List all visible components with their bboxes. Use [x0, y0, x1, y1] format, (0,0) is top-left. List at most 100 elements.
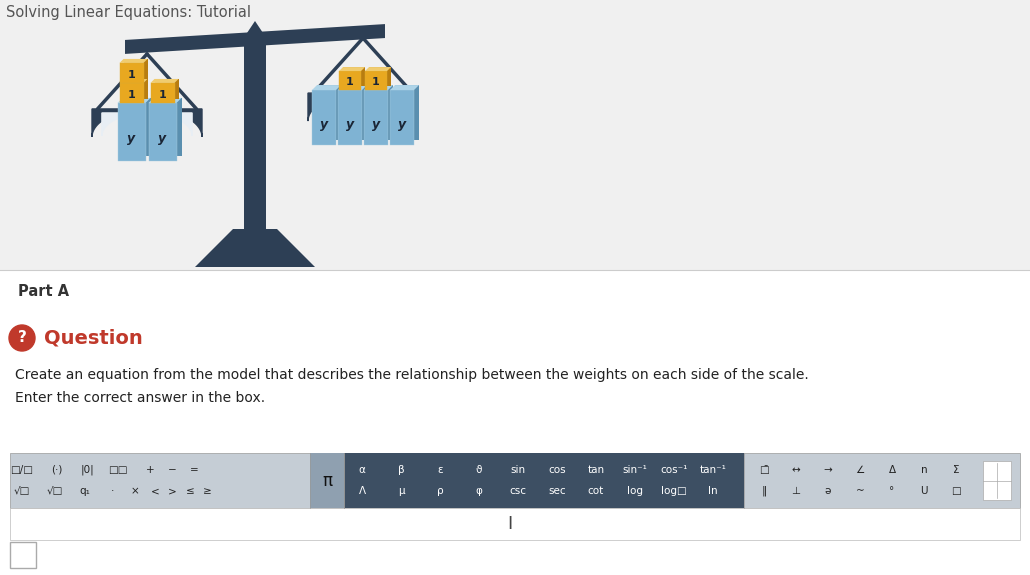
Text: μ: μ: [398, 486, 405, 496]
Text: Λ: Λ: [358, 486, 366, 496]
Text: U: U: [920, 486, 928, 496]
Bar: [124, 59, 147, 79]
Text: (·): (·): [52, 465, 63, 475]
Text: n: n: [921, 465, 927, 475]
Text: sin⁻¹: sin⁻¹: [622, 465, 648, 475]
Text: 1: 1: [346, 77, 354, 87]
Text: y: y: [398, 118, 406, 131]
Polygon shape: [150, 79, 178, 83]
Text: ×: ×: [131, 486, 139, 496]
Text: ?: ?: [18, 331, 27, 346]
Text: □̄: □̄: [759, 465, 768, 475]
Bar: [390, 90, 414, 145]
Text: □: □: [951, 486, 961, 496]
Polygon shape: [125, 24, 385, 54]
Polygon shape: [102, 113, 193, 136]
Text: +: +: [145, 465, 154, 475]
Text: Σ: Σ: [953, 465, 959, 475]
Text: ≥: ≥: [203, 486, 211, 496]
Text: Part A: Part A: [18, 285, 69, 300]
Text: Question: Question: [44, 328, 143, 347]
Bar: [343, 67, 365, 86]
Text: β: β: [398, 465, 405, 475]
Text: Enter the correct answer in the box.: Enter the correct answer in the box.: [15, 391, 265, 405]
Text: sec: sec: [548, 486, 565, 496]
Polygon shape: [119, 59, 147, 63]
Polygon shape: [390, 85, 419, 90]
Polygon shape: [92, 109, 202, 137]
Bar: [119, 63, 143, 83]
Polygon shape: [364, 85, 393, 90]
Polygon shape: [243, 21, 267, 39]
Text: ϑ: ϑ: [476, 465, 482, 475]
Text: tan⁻¹: tan⁻¹: [699, 465, 726, 475]
Text: √□: √□: [46, 486, 63, 496]
Text: csc: csc: [510, 486, 526, 496]
Text: −: −: [168, 465, 176, 475]
Text: >: >: [168, 486, 176, 496]
Text: |0|: |0|: [81, 465, 95, 476]
Bar: [312, 90, 336, 145]
Bar: [369, 67, 391, 86]
Bar: [310, 453, 344, 508]
Text: y: y: [128, 132, 136, 145]
Polygon shape: [318, 97, 408, 120]
Text: tan: tan: [587, 465, 605, 475]
Polygon shape: [339, 67, 365, 71]
Text: 1: 1: [128, 70, 135, 79]
Text: 1: 1: [159, 90, 167, 99]
Text: ⊥: ⊥: [791, 486, 800, 496]
Polygon shape: [148, 98, 181, 103]
Text: ə: ə: [825, 486, 831, 496]
Text: α: α: [358, 465, 366, 475]
Bar: [124, 79, 147, 99]
Text: √□: √□: [13, 486, 30, 496]
Text: q₁: q₁: [79, 486, 91, 496]
Polygon shape: [117, 98, 150, 103]
Text: π: π: [322, 472, 332, 489]
Bar: [244, 39, 266, 229]
Bar: [364, 90, 388, 145]
Bar: [394, 85, 419, 140]
Polygon shape: [312, 85, 341, 90]
Text: ∠: ∠: [855, 465, 864, 475]
Text: 1: 1: [372, 77, 380, 87]
Text: →: →: [824, 465, 832, 475]
Polygon shape: [365, 67, 391, 71]
Text: □/□: □/□: [10, 465, 34, 475]
Bar: [339, 71, 360, 90]
Bar: [983, 461, 1011, 500]
Text: ε: ε: [437, 465, 443, 475]
Text: y: y: [159, 132, 167, 145]
Text: =: =: [190, 465, 199, 475]
Text: ‖: ‖: [761, 486, 766, 496]
Bar: [338, 90, 362, 145]
Text: ρ: ρ: [437, 486, 443, 496]
Text: Solving Linear Equations: Tutorial: Solving Linear Equations: Tutorial: [6, 6, 251, 21]
Text: 1: 1: [128, 90, 135, 99]
Text: □□: □□: [108, 465, 128, 475]
Bar: [117, 103, 145, 161]
Text: Δ: Δ: [889, 465, 895, 475]
Bar: [154, 79, 178, 99]
Bar: [10, 542, 36, 568]
Bar: [343, 85, 367, 140]
Text: log: log: [627, 486, 643, 496]
Polygon shape: [308, 93, 418, 121]
Bar: [344, 453, 744, 508]
Text: ↔: ↔: [792, 465, 800, 475]
Bar: [119, 83, 143, 103]
Text: cot: cot: [588, 486, 605, 496]
Bar: [369, 85, 393, 140]
Text: ~: ~: [856, 486, 864, 496]
Text: y: y: [372, 118, 380, 131]
Polygon shape: [195, 229, 315, 267]
Text: log□: log□: [661, 486, 687, 496]
Bar: [10, 508, 1020, 540]
Bar: [153, 98, 181, 156]
Text: Create an equation from the model that describes the relationship between the we: Create an equation from the model that d…: [15, 368, 809, 382]
Bar: [123, 98, 150, 156]
Bar: [10, 453, 1020, 508]
Text: ln: ln: [709, 486, 718, 496]
Bar: [0, 270, 1030, 575]
